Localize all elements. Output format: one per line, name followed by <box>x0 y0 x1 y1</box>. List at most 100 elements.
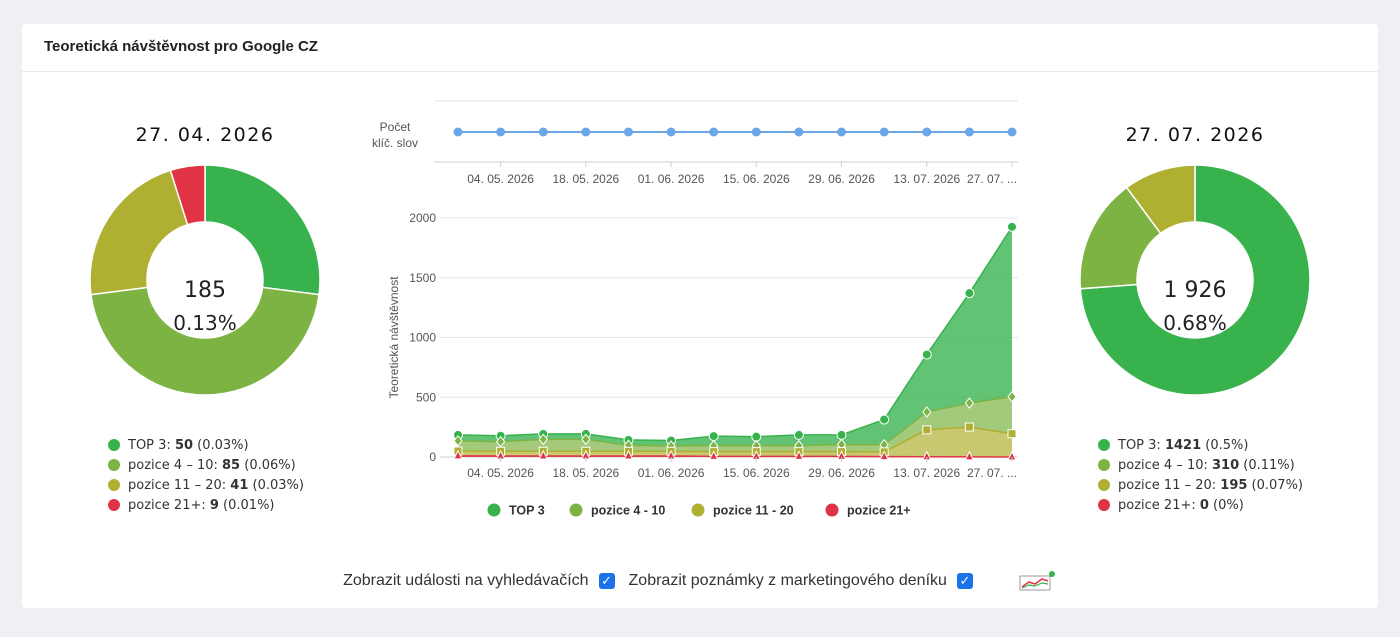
keyword-point[interactable] <box>922 127 932 137</box>
area-point-0[interactable] <box>921 349 932 360</box>
area-point-2[interactable] <box>964 422 974 432</box>
notes-label: Zobrazit poznámky z marketingového deník… <box>628 572 947 589</box>
area-xtick-label: 18. 05. 2026 <box>552 466 619 480</box>
left-pie-slice-0[interactable] <box>204 164 321 296</box>
legend-label: pozice 21+: <box>1118 497 1200 513</box>
area-legend-label: TOP 3 <box>509 504 545 518</box>
area-point-0[interactable] <box>1007 221 1017 232</box>
area-point-2[interactable] <box>1007 429 1017 439</box>
area-point-3[interactable] <box>879 450 889 461</box>
right-pie-legend: TOP 3: 1421 (0.5%) pozice 4 – 10: 310 (0.… <box>1098 435 1303 515</box>
keyword-xtick-label: 04. 05. 2026 <box>467 172 534 186</box>
area-point-0[interactable] <box>879 414 890 425</box>
area-point-1[interactable] <box>538 433 548 446</box>
area-point-3[interactable] <box>623 449 634 460</box>
left-pie-chart <box>89 164 321 396</box>
area-point-0[interactable] <box>708 431 719 442</box>
right-pie-legend-item[interactable]: pozice 21+: 0 (0%) <box>1098 495 1303 515</box>
area-point-1[interactable] <box>495 435 506 448</box>
left-pie-legend-item[interactable]: pozice 21+: 9 (0.01%) <box>108 495 304 515</box>
keyword-point[interactable] <box>837 127 847 137</box>
keyword-ylabel: klíč. slov <box>372 136 418 150</box>
area-point-2[interactable] <box>922 425 932 435</box>
area-point-0[interactable] <box>751 431 762 442</box>
area-xtick-label: 15. 06. 2026 <box>723 466 790 480</box>
left-pie-slice-2[interactable] <box>89 169 189 296</box>
legend-dot-icon <box>1098 479 1110 491</box>
area-xtick-label: 04. 05. 2026 <box>467 466 534 480</box>
keyword-point[interactable] <box>666 127 676 137</box>
keyword-point[interactable] <box>581 127 591 137</box>
keyword-point[interactable] <box>964 127 974 137</box>
right-pie-slice-2[interactable] <box>1125 164 1196 235</box>
chart-notes-icon[interactable] <box>1019 570 1057 592</box>
keyword-point[interactable] <box>623 127 633 137</box>
left-pie-legend-item[interactable]: pozice 11 – 20: 41 (0.03%) <box>108 475 304 495</box>
area-legend-label: pozice 11 - 20 <box>713 504 794 518</box>
area-ytick-label: 2000 <box>409 211 436 225</box>
traffic-card: Teoretická návštěvnost pro Google CZ 27.… <box>22 24 1378 608</box>
area-series-2[interactable] <box>458 427 1012 457</box>
area-point-0[interactable] <box>793 429 804 440</box>
left-pie-slice-3[interactable] <box>169 164 206 226</box>
area-point-1[interactable] <box>1007 390 1017 403</box>
events-checkbox[interactable]: ✓ <box>598 573 615 589</box>
legend-percent: (0.11%) <box>1239 457 1295 473</box>
legend-value: 85 <box>222 457 241 473</box>
area-point-3[interactable] <box>964 450 975 461</box>
area-point-3[interactable] <box>708 450 719 460</box>
keyword-point[interactable] <box>453 127 463 137</box>
area-line-0 <box>457 226 1013 442</box>
legend-dot-icon <box>108 439 120 451</box>
area-legend-item[interactable]: pozice 21+ <box>825 503 911 518</box>
notes-checkbox[interactable]: ✓ <box>956 573 973 589</box>
area-legend-item[interactable]: TOP 3 <box>487 503 545 518</box>
legend-percent: (0%) <box>1208 497 1244 513</box>
left-pie-slice-1[interactable] <box>90 286 320 396</box>
keyword-point[interactable] <box>709 127 719 137</box>
area-point-1[interactable] <box>964 397 975 409</box>
area-legend-label: pozice 4 - 10 <box>591 504 665 518</box>
area-series-1[interactable] <box>458 396 1012 452</box>
legend-dot-icon <box>108 499 120 511</box>
area-point-3[interactable] <box>794 450 804 460</box>
right-pie-slice-0[interactable] <box>1079 164 1311 396</box>
right-pie-center: 1 926 0.68% <box>1075 278 1315 335</box>
left-pie-total: 185 <box>184 278 226 303</box>
keyword-point[interactable] <box>879 127 889 137</box>
left-pie-legend-item[interactable]: pozice 4 – 10: 85 (0.06%) <box>108 455 304 475</box>
legend-value: 0 <box>1199 497 1209 513</box>
legend-dot-icon <box>1098 499 1110 511</box>
legend-label: pozice 11 – 20: <box>1118 477 1221 493</box>
right-pie-legend-item[interactable]: pozice 4 – 10: 310 (0.11%) <box>1098 455 1303 475</box>
area-legend-item[interactable]: pozice 11 - 20 <box>691 503 794 518</box>
center-charts: Počet klíč. slov 04. 05. 2026 18. 05. 2026 0… <box>372 100 1018 518</box>
keyword-point[interactable] <box>538 127 548 137</box>
right-pie-legend-item[interactable]: pozice 11 – 20: 195 (0.07%) <box>1098 475 1303 495</box>
legend-value: 9 <box>209 497 219 513</box>
area-xtick-label: 29. 06. 2026 <box>808 466 875 480</box>
keyword-point[interactable] <box>496 127 506 137</box>
keyword-point[interactable] <box>1007 127 1017 137</box>
area-point-1[interactable] <box>453 435 463 447</box>
legend-percent: (0.01%) <box>218 497 275 513</box>
keyword-point[interactable] <box>794 127 804 137</box>
area-point-3[interactable] <box>538 449 549 460</box>
area-point-0[interactable] <box>836 429 847 440</box>
area-point-3[interactable] <box>453 449 463 460</box>
keyword-point[interactable] <box>751 127 761 137</box>
left-pie-date: 27. 04. 2026 <box>135 124 275 146</box>
keyword-xtick-label: 13. 07. 2026 <box>893 172 960 186</box>
left-pie-legend-item[interactable]: TOP 3: 50 (0.03%) <box>108 435 304 455</box>
keyword-xtick-label: 29. 06. 2026 <box>808 172 875 186</box>
legend-dot-icon <box>1098 459 1110 471</box>
area-point-0[interactable] <box>964 288 975 299</box>
right-pie-legend-item[interactable]: TOP 3: 1421 (0.5%) <box>1098 435 1303 455</box>
legend-dot-icon <box>691 503 705 517</box>
left-pie-percent: 0.13% <box>173 311 237 335</box>
area-ytick-label: 1000 <box>409 331 436 345</box>
area-point-1[interactable] <box>922 406 932 418</box>
area-point-1[interactable] <box>581 433 591 446</box>
left-pie-legend: TOP 3: 50 (0.03%) pozice 4 – 10: 85 (0.06… <box>108 435 304 515</box>
area-legend-item[interactable]: pozice 4 - 10 <box>569 503 666 518</box>
